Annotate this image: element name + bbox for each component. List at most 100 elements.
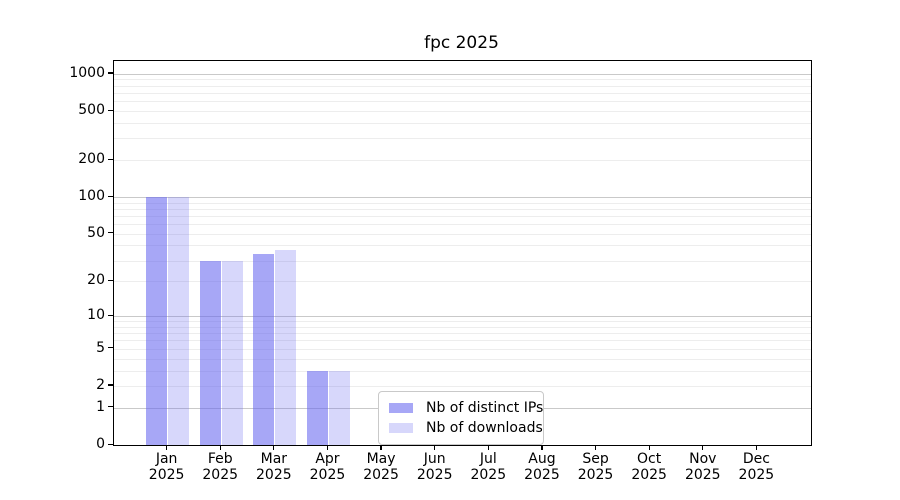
x-tick-label: Nov 2025 [671,451,735,483]
bar [328,370,350,445]
y-tick-label: 100 [78,188,105,205]
gridline-minor [114,358,811,360]
x-tick-label: Sep 2025 [564,451,628,483]
gridline-minor [114,208,811,210]
gridline-minor [114,138,811,140]
legend-item: Nb of downloads [389,418,543,438]
x-tick-month: Jan [155,451,178,467]
legend-label: Nb of distinct IPs [426,400,544,416]
y-tick-label: 10 [87,307,105,324]
y-tick-mark [108,406,113,408]
legend-swatch [389,403,413,413]
x-tick-year: 2025 [309,467,346,483]
x-tick-month: Dec [742,451,770,467]
gridline-major [114,197,811,199]
x-tick-year: 2025 [202,467,239,483]
x-tick-mark [219,445,221,450]
gridline-minor [114,92,811,94]
gridline-minor [114,111,811,112]
x-tick-mark [380,445,382,450]
y-tick-mark [108,195,113,197]
gridline-minor [114,79,811,81]
x-tick-month: Sep [582,451,609,467]
bar [168,197,190,445]
x-tick-label: Apr 2025 [295,451,359,483]
bar [199,260,221,445]
y-tick-mark [108,347,113,349]
y-tick-label: 200 [78,151,105,168]
gridline-minor [114,233,811,235]
x-tick-mark [755,445,757,450]
y-tick-mark [108,158,113,160]
x-tick-month: Oct [637,451,662,467]
legend-item: Nb of distinct IPs [389,398,543,418]
x-tick-month: Nov [689,451,717,467]
x-tick-mark [594,445,597,450]
x-tick-month: Aug [528,451,556,467]
y-tick-label: 50 [87,224,105,241]
gridline-minor [114,340,811,342]
x-tick-year: 2025 [470,467,507,483]
x-tick-month: Feb [207,451,233,467]
gridline-minor [114,281,811,283]
x-tick-label: Dec 2025 [724,451,788,483]
x-tick-label: Feb 2025 [188,451,252,483]
x-tick-mark [487,445,489,450]
y-tick-mark [108,279,113,282]
x-tick-year: 2025 [684,467,721,483]
gridline-minor [114,348,811,350]
x-tick-label: Jul 2025 [456,451,520,483]
x-tick-year: 2025 [631,467,667,483]
legend-label: Nb of downloads [426,420,543,436]
x-tick-label: May 2025 [349,451,413,483]
gridline-minor [114,215,811,217]
y-tick-mark [108,384,113,386]
x-tick-label: Aug 2025 [510,451,574,483]
x-tick-year: 2025 [577,467,614,483]
gridline-minor [114,245,811,247]
y-tick-label: 0 [96,436,105,452]
gridline-minor [114,101,811,103]
x-tick-mark [273,445,275,450]
bar [146,197,168,445]
x-tick-year: 2025 [416,467,453,483]
y-tick-mark [108,109,113,111]
gridline-minor [114,202,811,204]
x-tick-month: Jul [479,451,497,467]
gridline-minor [114,85,811,87]
gridline-minor [114,260,811,262]
x-tick-label: Jun 2025 [403,451,467,483]
y-tick-mark [108,314,113,316]
gridline-minor [114,370,811,372]
x-tick-label: Mar 2025 [242,451,306,483]
x-tick-month: Mar [260,451,288,467]
y-tick-label: 2 [96,376,105,393]
gridline-minor [114,224,811,226]
x-tick-month: Apr [315,451,340,467]
bar [253,253,275,445]
x-tick-month: May [366,451,396,467]
gridline-minor [114,385,811,387]
legend-swatch [389,423,413,433]
gridline-minor [114,160,811,162]
x-tick-year: 2025 [363,467,399,483]
y-tick-label: 500 [78,102,105,118]
bar [221,260,243,445]
x-tick-month: Jun [423,451,446,467]
x-tick-year: 2025 [524,467,560,483]
gridline-major [114,73,811,75]
gridline-major [114,316,811,318]
x-tick-label: Jan 2025 [135,451,199,483]
x-tick-year: 2025 [148,467,185,483]
bar [306,370,328,445]
x-tick-mark [166,445,168,450]
x-tick-mark [648,445,650,450]
gridline-minor [114,333,811,335]
x-tick-mark [434,445,436,450]
gridline-minor [114,321,811,323]
x-tick-mark [702,445,704,450]
y-tick-mark [108,232,113,234]
x-tick-mark [326,445,329,450]
x-tick-mark [541,445,543,450]
